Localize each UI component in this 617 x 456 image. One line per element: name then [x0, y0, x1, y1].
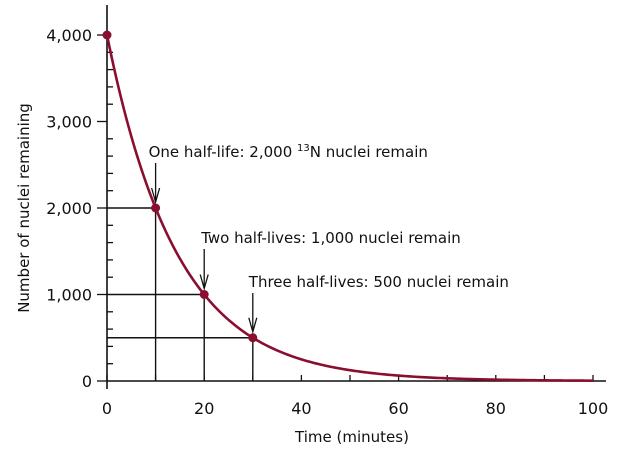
- y-tick-label: 4,000: [46, 26, 92, 45]
- y-tick-label: 3,000: [46, 113, 92, 132]
- annotation-label: One half-life: 2,000 13N nuclei remain: [149, 143, 428, 161]
- x-tick-label: 0: [102, 399, 112, 418]
- y-tick-label: 2,000: [46, 199, 92, 218]
- decay-curve: [105, 34, 594, 382]
- x-tick-label: 40: [291, 399, 311, 418]
- data-point: [151, 203, 161, 213]
- y-axis-label: Number of nuclei remaining: [15, 103, 33, 313]
- x-tick-label: 20: [194, 399, 214, 418]
- arrow-head-icon: [248, 317, 258, 335]
- y-tick-label: 0: [82, 372, 92, 391]
- data-point: [248, 333, 258, 343]
- x-tick-label: 100: [578, 399, 609, 418]
- data-point: [199, 290, 209, 299]
- x-axis-label: Time (minutes): [294, 428, 409, 446]
- arrow-head-icon: [199, 274, 209, 291]
- data-point: [102, 30, 112, 40]
- x-tick-label: 60: [388, 399, 408, 418]
- y-tick-label: 1,000: [46, 286, 92, 305]
- annotation-label: Two half-lives: 1,000 nuclei remain: [200, 229, 461, 247]
- annotation-label: Three half-lives: 500 nuclei remain: [248, 273, 509, 291]
- x-tick-label: 80: [486, 399, 506, 418]
- arrow-head-icon: [150, 187, 161, 205]
